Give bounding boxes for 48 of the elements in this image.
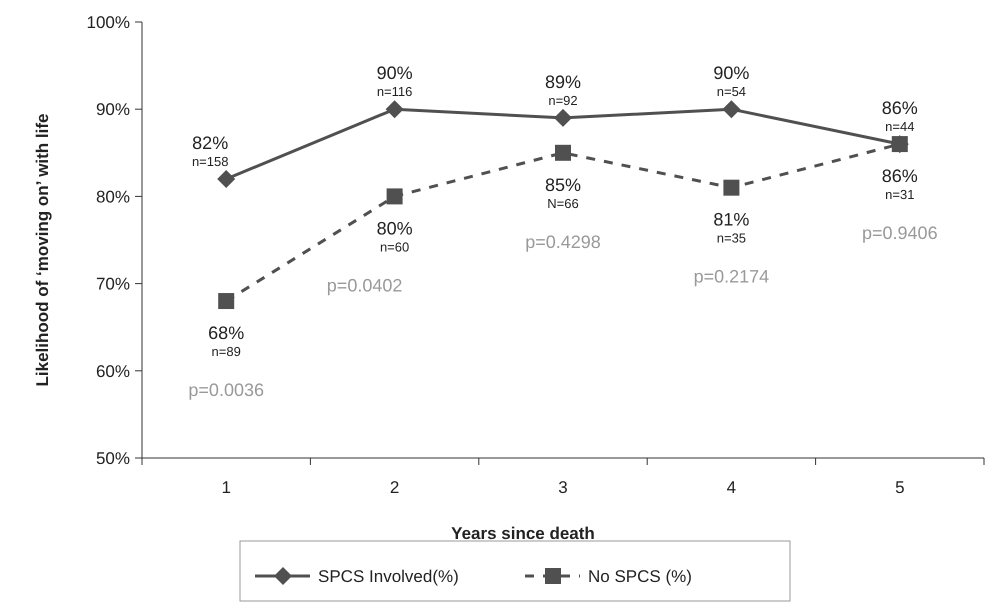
point: [554, 108, 572, 127]
y-tick-label: 70%: [96, 274, 130, 294]
point: [386, 188, 403, 204]
x-tick-label: 2: [390, 478, 400, 497]
data-label: 89%: [544, 72, 582, 92]
y-axis-title: Likelihood of ‘moving on’ with life: [33, 114, 52, 386]
annotation: n=89: [212, 344, 241, 360]
annotation: n=44: [885, 119, 914, 134]
annotation: N=66: [547, 196, 579, 211]
point: [723, 180, 740, 196]
legend-label: No SPCS (%): [588, 566, 692, 586]
data-label: 81%: [713, 210, 750, 230]
data-label: 90%: [376, 63, 413, 84]
point: [217, 170, 236, 188]
data-label: 90%: [713, 63, 750, 84]
point: [555, 144, 571, 161]
annotation: n=92: [548, 92, 578, 108]
point: [722, 100, 740, 118]
x-axis-title: Years since death: [451, 524, 595, 543]
data-label: 68%: [208, 323, 244, 344]
annotation: n=60: [380, 239, 410, 254]
annotation: p=0.2174: [694, 266, 770, 287]
annotation: n=158: [192, 154, 228, 169]
annotation: p=0.0402: [326, 275, 402, 296]
annotation: n=116: [376, 84, 412, 100]
legend-label: SPCS Involved(%): [318, 566, 459, 586]
data-label: 85%: [544, 174, 582, 195]
y-tick-label: 60%: [96, 362, 130, 381]
x-tick-label: 3: [558, 478, 568, 497]
annotation: p=0.4298: [525, 232, 601, 252]
point: [218, 293, 234, 310]
y-tick-label: 50%: [96, 448, 130, 468]
annotation: n=35: [716, 230, 746, 246]
x-tick-label: 5: [895, 478, 905, 497]
point: [386, 100, 404, 118]
annotation: p=0.9406: [862, 223, 938, 244]
x-tick-label: 1: [221, 478, 231, 497]
y-tick-label: 90%: [96, 100, 130, 120]
annotation: n=31: [885, 187, 914, 202]
annotation: p=0.0036: [188, 380, 264, 400]
y-tick-label: 80%: [96, 187, 130, 206]
data-label: 82%: [192, 132, 228, 153]
data-label: 86%: [882, 166, 918, 186]
x-tick-label: 4: [726, 478, 736, 497]
y-tick-label: 100%: [86, 12, 130, 32]
annotation: n=54: [716, 84, 746, 100]
data-label: 80%: [376, 218, 413, 238]
data-label: 86%: [882, 98, 918, 118]
